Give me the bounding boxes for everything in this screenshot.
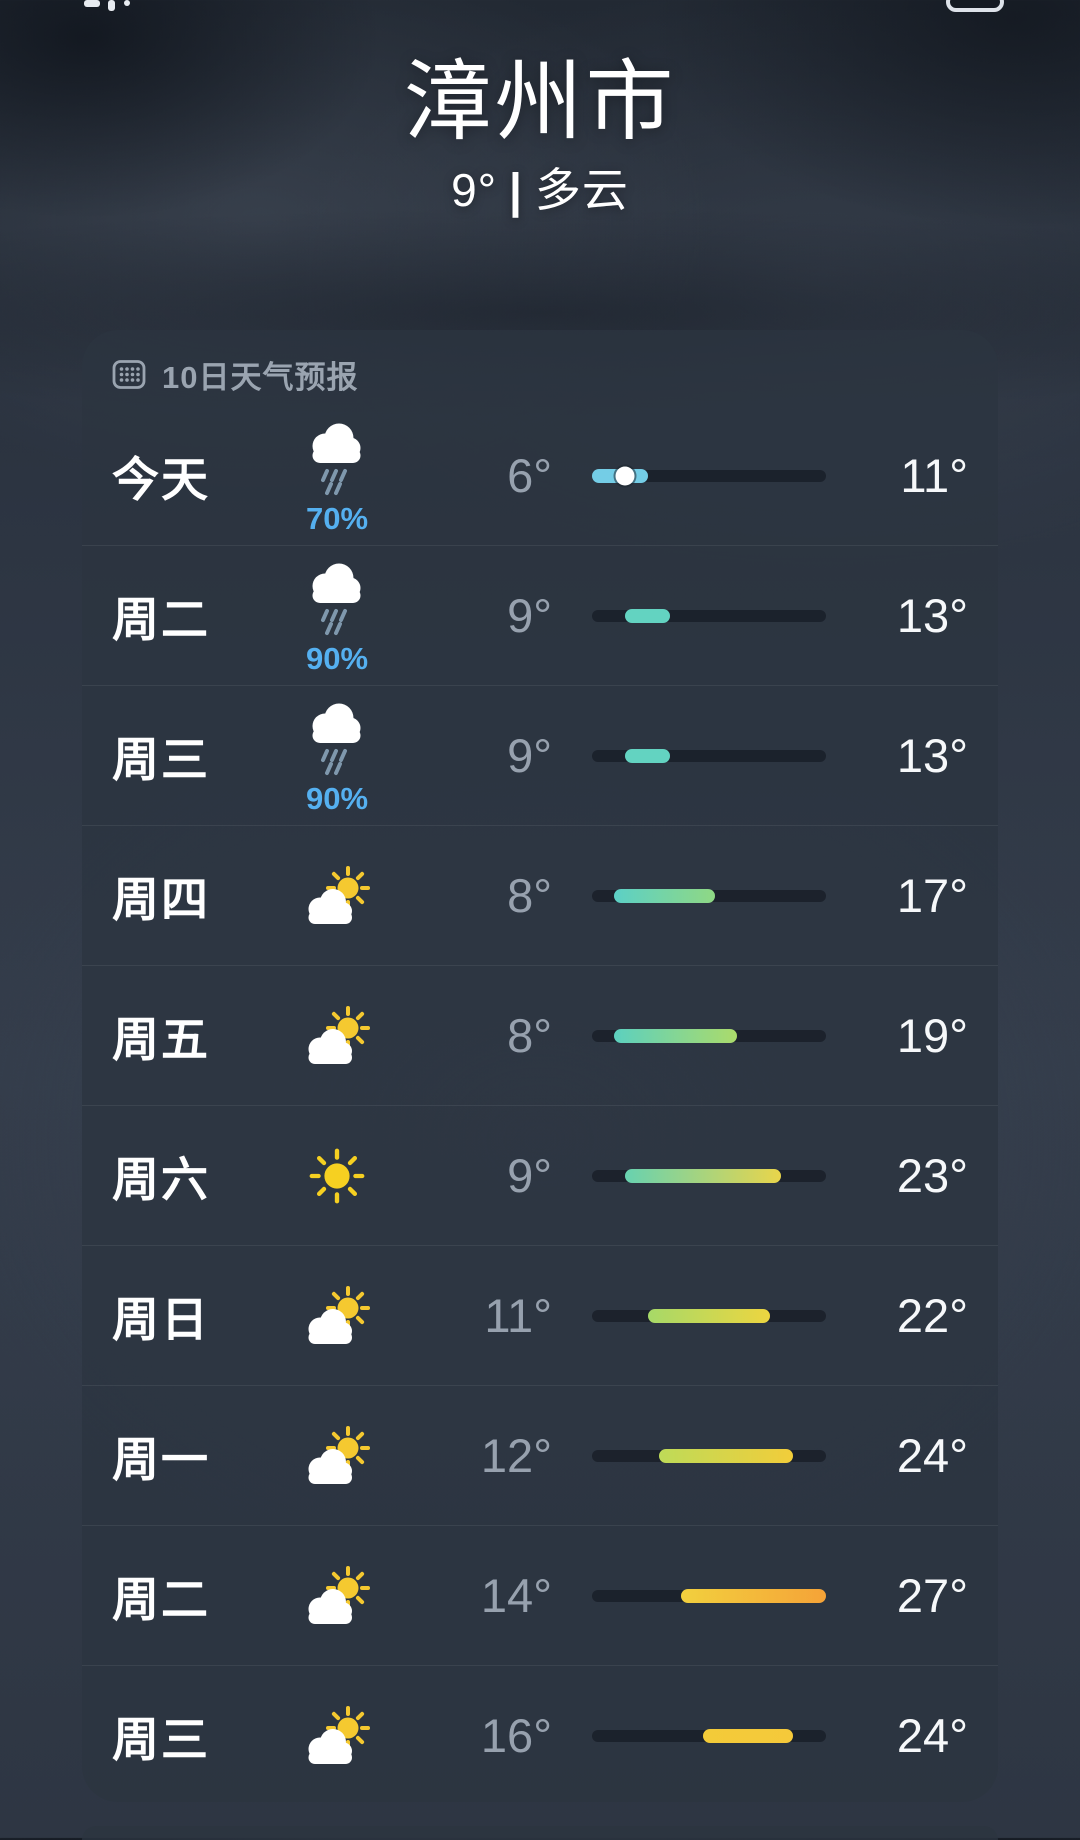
temp-range-fill bbox=[647, 1308, 771, 1323]
list-button-fragment[interactable] bbox=[946, 0, 1004, 12]
high-temp: 22° bbox=[896, 1289, 968, 1342]
low-temp: 8° bbox=[507, 869, 552, 922]
high-temp: 13° bbox=[896, 589, 968, 642]
high-temp: 17° bbox=[896, 869, 968, 922]
condition-cell bbox=[272, 864, 402, 928]
forecast-row[interactable]: 周六 9° 23° bbox=[82, 1105, 998, 1245]
forecast-card-title: 10日天气预报 bbox=[162, 359, 359, 395]
temp-range-fill bbox=[625, 608, 670, 623]
forecast-row[interactable]: 周四 8° 17° bbox=[82, 825, 998, 965]
current-condition: 多云 bbox=[534, 164, 629, 217]
forecast-row[interactable]: 今天 70% 6° 11° bbox=[82, 406, 998, 545]
next-card-top-edge bbox=[82, 1826, 998, 1840]
current-temperature: 9° bbox=[451, 164, 498, 217]
temp-range-track bbox=[592, 1168, 826, 1183]
condition-cell bbox=[272, 1424, 402, 1488]
temp-range-track bbox=[592, 748, 826, 763]
low-temp: 9° bbox=[507, 589, 552, 642]
rainy-icon bbox=[302, 415, 372, 501]
day-label: 周六 bbox=[112, 1153, 210, 1206]
temp-range-fill bbox=[681, 1588, 826, 1603]
low-temp: 9° bbox=[507, 729, 552, 782]
condition-cell: 90% bbox=[272, 695, 402, 817]
temp-range-fill bbox=[658, 1448, 793, 1463]
precip-chance: 90% bbox=[305, 780, 369, 816]
temp-range-track bbox=[592, 1588, 826, 1603]
precip-chance: 70% bbox=[305, 500, 369, 536]
high-temp: 24° bbox=[896, 1429, 968, 1482]
temp-range-fill bbox=[703, 1728, 793, 1743]
sunny-icon bbox=[305, 1144, 369, 1208]
forecast-row[interactable]: 周三 90% 9° 13° bbox=[82, 685, 998, 825]
day-label: 周日 bbox=[112, 1293, 210, 1346]
day-label: 周五 bbox=[112, 1013, 210, 1066]
temp-range-track bbox=[592, 466, 826, 485]
location-header: 漳州市 9° | 多云 bbox=[0, 52, 1080, 220]
temp-range-fill bbox=[614, 1028, 737, 1043]
day-label: 周三 bbox=[112, 733, 210, 786]
partly-sunny-icon bbox=[299, 1284, 375, 1348]
day-label: 今天 bbox=[112, 453, 210, 506]
partly-sunny-icon bbox=[299, 1564, 375, 1628]
condition-cell: 70% bbox=[272, 415, 402, 537]
temp-range-track bbox=[592, 1308, 826, 1323]
high-temp: 23° bbox=[896, 1149, 968, 1202]
partly-sunny-icon bbox=[299, 1704, 375, 1768]
forecast-row[interactable]: 周二 90% 9° 13° bbox=[82, 545, 998, 685]
temp-range-fill bbox=[625, 1168, 782, 1183]
condition-cell bbox=[272, 1144, 402, 1208]
day-label: 周二 bbox=[112, 593, 210, 646]
temp-range-track bbox=[592, 1728, 826, 1743]
forecast-row[interactable]: 周日 11° 22° bbox=[82, 1245, 998, 1385]
high-temp: 27° bbox=[896, 1569, 968, 1622]
forecast-row[interactable]: 周二 14° 27° bbox=[82, 1525, 998, 1665]
temp-range-fill bbox=[614, 888, 715, 903]
temp-range-track bbox=[592, 1028, 826, 1043]
rainy-icon bbox=[302, 695, 372, 781]
partly-sunny-icon bbox=[299, 1004, 375, 1068]
forecast-rows: 今天 70% 6° 11° 周二 90% 9° 13° 周三 90% 9° bbox=[82, 406, 998, 1805]
city-name: 漳州市 bbox=[403, 52, 677, 151]
high-temp: 11° bbox=[900, 449, 968, 502]
day-label: 周一 bbox=[112, 1433, 210, 1486]
partly-sunny-icon bbox=[299, 1424, 375, 1488]
temp-range-fill bbox=[625, 748, 670, 763]
condition-cell bbox=[272, 1284, 402, 1348]
low-temp: 9° bbox=[507, 1149, 552, 1202]
status-fragment-left bbox=[84, 0, 144, 12]
forecast-row[interactable]: 周一 12° 24° bbox=[82, 1385, 998, 1525]
current-temp-dot bbox=[615, 466, 635, 485]
day-label: 周二 bbox=[112, 1573, 210, 1626]
forecast-card-header: 10日天气预报 bbox=[112, 342, 968, 406]
calendar-icon bbox=[112, 359, 146, 390]
low-temp: 14° bbox=[480, 1569, 552, 1622]
low-temp: 11° bbox=[484, 1289, 552, 1342]
ten-day-forecast-card: 10日天气预报 今天 70% 6° 11° 周二 90% 9° 13° 周三 bbox=[82, 330, 998, 1802]
condition-cell bbox=[272, 1004, 402, 1068]
forecast-row[interactable]: 周三 16° 24° bbox=[82, 1665, 998, 1805]
rainy-icon bbox=[302, 555, 372, 641]
temp-range-track bbox=[592, 1448, 826, 1463]
low-temp: 8° bbox=[507, 1009, 552, 1062]
high-temp: 19° bbox=[896, 1009, 968, 1062]
low-temp: 6° bbox=[507, 449, 552, 502]
high-temp: 24° bbox=[896, 1709, 968, 1762]
day-label: 周三 bbox=[112, 1713, 210, 1766]
current-summary: 9° | 多云 bbox=[0, 154, 1080, 220]
temp-range-track bbox=[592, 608, 826, 623]
low-temp: 12° bbox=[480, 1429, 552, 1482]
low-temp: 16° bbox=[480, 1709, 552, 1762]
condition-cell bbox=[272, 1564, 402, 1628]
day-label: 周四 bbox=[112, 873, 210, 926]
partly-sunny-icon bbox=[299, 864, 375, 928]
summary-separator: | bbox=[509, 163, 523, 218]
precip-chance: 90% bbox=[305, 640, 369, 676]
condition-cell bbox=[272, 1704, 402, 1768]
forecast-row[interactable]: 周五 8° 19° bbox=[82, 965, 998, 1105]
high-temp: 13° bbox=[896, 729, 968, 782]
temp-range-track bbox=[592, 888, 826, 903]
condition-cell: 90% bbox=[272, 555, 402, 677]
